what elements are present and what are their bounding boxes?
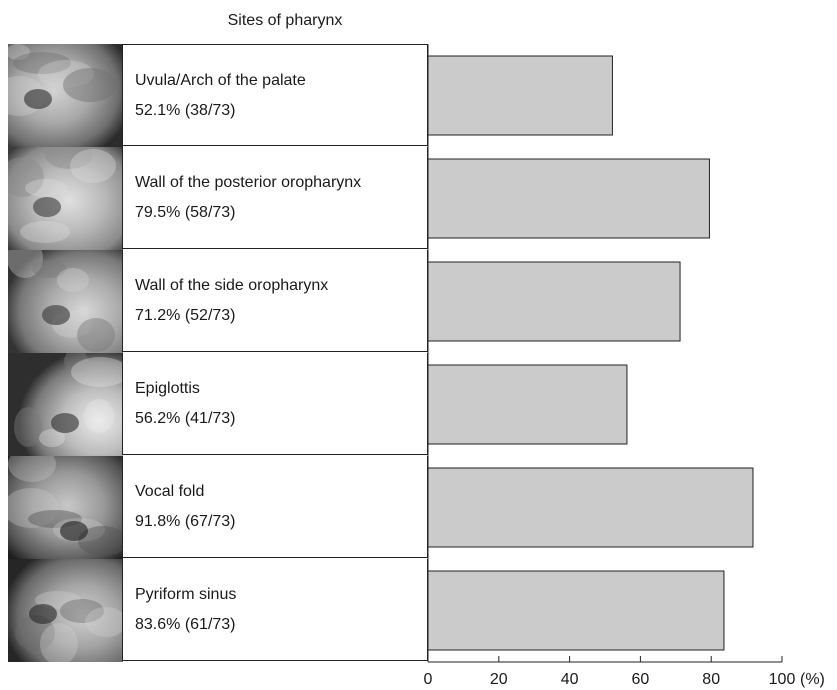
bar-1: [427, 55, 613, 136]
site-row-pyriform-sinus: Pyriform sinus 83.6% (61/73): [122, 559, 428, 661]
site-percentage: 52.1% (38/73): [135, 102, 236, 119]
x-unit-label: (%): [800, 671, 825, 688]
x-tick-label: 100: [769, 671, 796, 688]
endoscopy-image: [8, 456, 123, 559]
x-tick-label: 40: [561, 671, 579, 688]
bar-4: [427, 364, 628, 445]
bar-2: [427, 158, 710, 239]
site-row-epiglottis: Epiglottis 56.2% (41/73): [122, 353, 428, 455]
endoscopy-image: [8, 559, 123, 662]
site-label: Uvula/Arch of the palate: [135, 72, 306, 89]
site-percentage: 91.8% (67/73): [135, 513, 236, 530]
site-label: Wall of the posterior oropharynx: [135, 174, 362, 191]
site-percentage: 83.6% (61/73): [135, 616, 236, 633]
site-row-uvula: Uvula/Arch of the palate 52.1% (38/73): [122, 44, 428, 146]
posterior-oropharynx-photo: [8, 147, 123, 250]
endoscopy-image: [8, 250, 123, 353]
side-oropharynx-photo: [8, 250, 123, 353]
endoscopy-image: [8, 353, 123, 456]
site-label: Epiglottis: [135, 380, 200, 397]
pyriform-sinus-photo: [8, 559, 123, 662]
uvula-photo: [8, 44, 123, 147]
epiglottis-photo: [8, 353, 123, 456]
endoscopy-image: [8, 44, 123, 147]
site-percentage: 56.2% (41/73): [135, 410, 236, 427]
site-label: Vocal fold: [135, 483, 205, 500]
bar-5: [427, 467, 754, 548]
bar-3: [427, 261, 681, 342]
site-row-vocal-fold: Vocal fold 91.8% (67/73): [122, 456, 428, 558]
site-percentage: 79.5% (58/73): [135, 204, 236, 221]
x-tick-label: 60: [632, 671, 650, 688]
x-tick-label: 20: [490, 671, 508, 688]
vocal-fold-photo: [8, 456, 123, 559]
site-row-side-oropharynx: Wall of the side oropharynx 71.2% (52/73…: [122, 250, 428, 352]
site-label: Wall of the side oropharynx: [135, 277, 329, 294]
x-tick-label: 0: [424, 671, 433, 688]
x-tick-label: 80: [702, 671, 720, 688]
site-label: Pyriform sinus: [135, 586, 237, 603]
site-percentage: 71.2% (52/73): [135, 307, 236, 324]
chart-title: Sites of pharynx: [227, 12, 343, 29]
endoscopy-image: [8, 147, 123, 250]
site-row-posterior-oropharynx: Wall of the posterior oropharynx 79.5% (…: [122, 147, 428, 249]
bar-6: [427, 570, 725, 651]
